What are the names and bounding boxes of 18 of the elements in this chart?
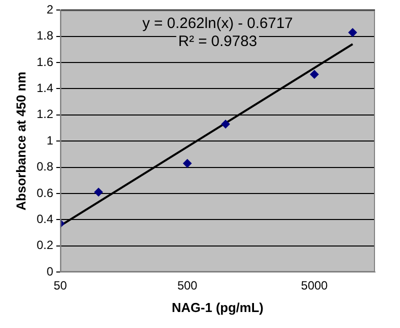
y-tick-label: 0 — [46, 264, 54, 278]
x-tick-label: 5000 — [301, 278, 328, 293]
annotation: R² = 0.9783 — [178, 32, 258, 50]
y-tick-label: 1.4 — [36, 81, 54, 96]
annotation: y = 0.262ln(x) - 0.6717 — [142, 14, 293, 32]
y-axis-title: Absorbance at 450 nm — [13, 72, 28, 210]
y-tick-label: 2 — [46, 2, 54, 17]
x-axis-title: NAG-1 (pg/mL) — [172, 300, 264, 315]
y-tick-label: 1.2 — [36, 107, 54, 122]
y-tick-label: 0.2 — [36, 238, 54, 252]
y-tick-label: 1 — [46, 133, 54, 148]
y-tick-label: 0.8 — [36, 160, 54, 174]
x-tick-label: 500 — [177, 278, 198, 293]
y-tick-label: 0.6 — [36, 186, 54, 200]
x-tick-label: 50 — [54, 278, 68, 293]
y-tick-label: 0.4 — [36, 212, 54, 226]
y-tick-label: 1.8 — [36, 28, 54, 43]
y-tick-label: 1.6 — [36, 54, 54, 69]
